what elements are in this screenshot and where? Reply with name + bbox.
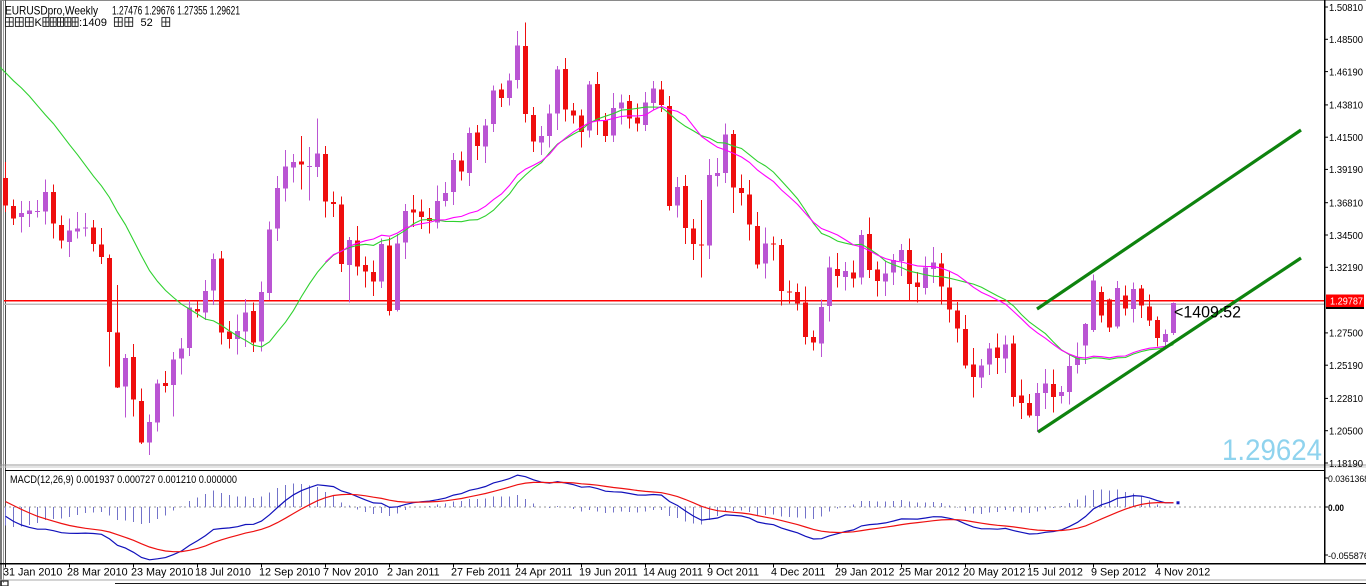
svg-text:1.50810: 1.50810	[1329, 3, 1363, 14]
svg-text:12 Sep 2010: 12 Sep 2010	[259, 567, 320, 579]
svg-text:25 Mar 2012: 25 Mar 2012	[899, 567, 960, 579]
svg-text:7 Nov 2010: 7 Nov 2010	[323, 567, 378, 579]
svg-text:1.39190: 1.39190	[1329, 165, 1363, 176]
svg-text:<1409:52: <1409:52	[1174, 304, 1241, 322]
svg-text:27 Feb 2011: 27 Feb 2011	[451, 567, 511, 579]
svg-text:1.46190: 1.46190	[1329, 67, 1363, 78]
svg-text:23 May 2010: 23 May 2010	[131, 567, 193, 579]
svg-text:20 May 2012: 20 May 2012	[963, 567, 1025, 579]
svg-text:29 Jan 2012: 29 Jan 2012	[835, 567, 894, 579]
svg-text:24 Apr 2011: 24 Apr 2011	[515, 567, 572, 579]
svg-text:0.00: 0.00	[1328, 502, 1344, 513]
svg-text:1.29787: 1.29787	[1330, 297, 1363, 308]
svg-text:1.34500: 1.34500	[1329, 231, 1363, 242]
svg-text:MACD(12,26,9) 0.001937 0.00072: MACD(12,26,9) 0.001937 0.000727 0.001210…	[10, 474, 237, 486]
svg-text:18 Jul 2010: 18 Jul 2010	[195, 567, 251, 579]
svg-text:19 Jun 2011: 19 Jun 2011	[579, 567, 638, 579]
svg-text:1.41500: 1.41500	[1329, 133, 1363, 144]
svg-text:1.18190: 1.18190	[1329, 459, 1363, 470]
svg-text:EURUSDpro,Weekly: EURUSDpro,Weekly	[5, 4, 98, 18]
svg-text:1.29624: 1.29624	[1222, 434, 1322, 467]
svg-text:-0.055876: -0.055876	[1328, 550, 1366, 561]
svg-text:1.36810: 1.36810	[1329, 199, 1363, 210]
svg-text:1.25190: 1.25190	[1329, 361, 1363, 372]
svg-text:4 Dec 2011: 4 Dec 2011	[771, 567, 825, 579]
svg-text:K: K	[35, 17, 43, 29]
svg-text::1409: :1409	[79, 17, 107, 29]
svg-text:9 Oct 2011: 9 Oct 2011	[707, 567, 759, 579]
svg-text:52: 52	[141, 17, 153, 29]
svg-text:2 Jan 2011: 2 Jan 2011	[387, 567, 440, 579]
svg-text:31 Jan 2010: 31 Jan 2010	[3, 567, 62, 579]
svg-text:1.20500: 1.20500	[1329, 427, 1363, 438]
svg-text:1.27476 1.29676 1.27355 1.2962: 1.27476 1.29676 1.27355 1.29621	[112, 4, 240, 18]
svg-text:9 Sep 2012: 9 Sep 2012	[1091, 567, 1146, 579]
svg-text:15 Jul 2012: 15 Jul 2012	[1027, 567, 1083, 579]
svg-text:14 Aug 2011: 14 Aug 2011	[643, 567, 703, 579]
svg-text:4 Nov 2012: 4 Nov 2012	[1155, 567, 1210, 579]
svg-text:1.48500: 1.48500	[1329, 35, 1363, 46]
svg-text:1.27500: 1.27500	[1329, 329, 1363, 340]
svg-text:1.43810: 1.43810	[1329, 101, 1363, 112]
svg-text:1.22810: 1.22810	[1329, 394, 1363, 405]
svg-text:1.32190: 1.32190	[1329, 263, 1363, 274]
svg-text:28 Mar 2010: 28 Mar 2010	[67, 567, 128, 579]
svg-text:0.0361368: 0.0361368	[1328, 473, 1366, 484]
